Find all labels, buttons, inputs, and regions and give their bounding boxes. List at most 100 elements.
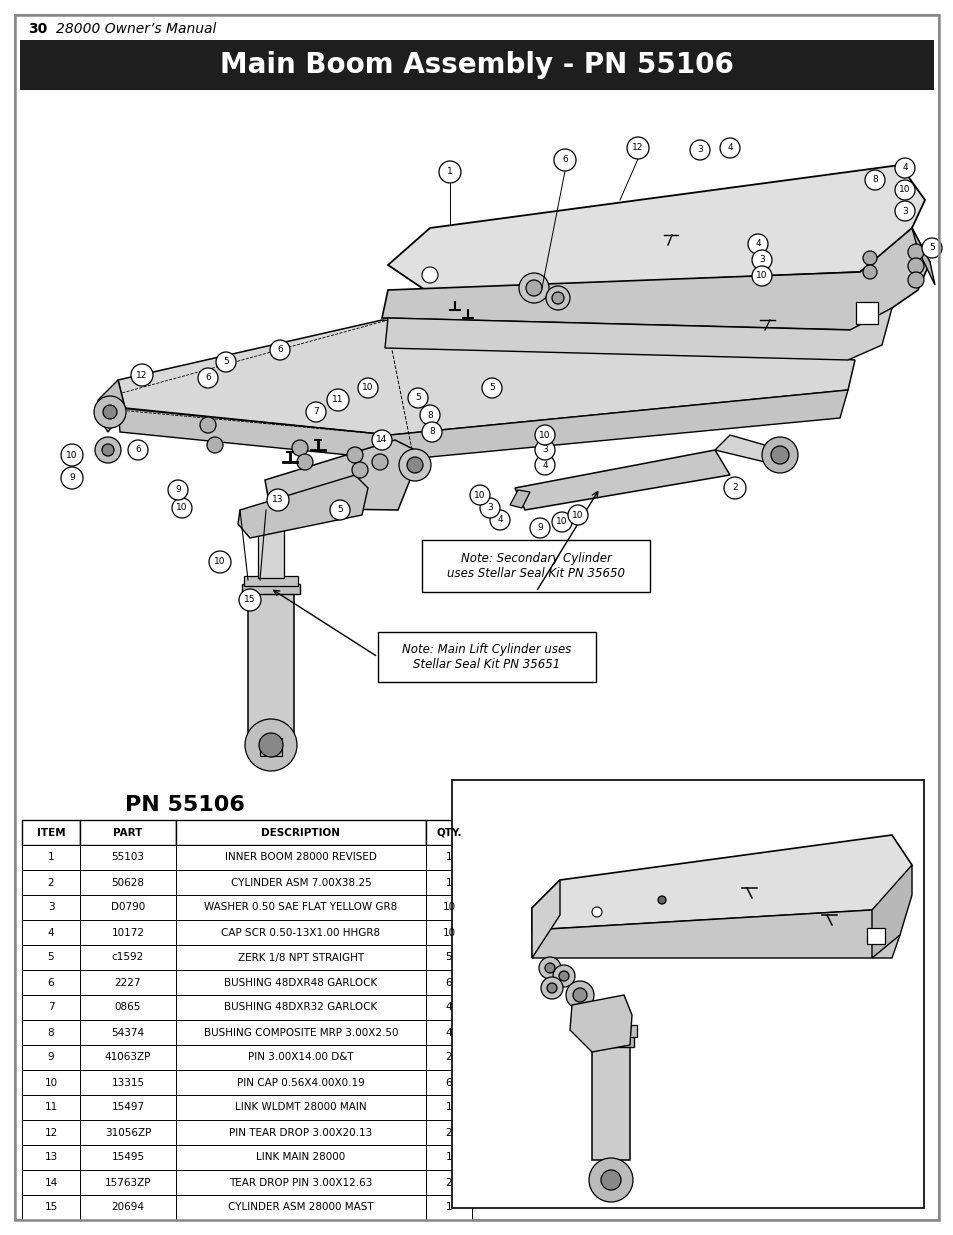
Circle shape bbox=[207, 437, 223, 453]
Circle shape bbox=[198, 368, 218, 388]
Circle shape bbox=[372, 430, 392, 450]
Bar bbox=[22, 945, 80, 969]
Text: 41063ZP: 41063ZP bbox=[105, 1052, 151, 1062]
Circle shape bbox=[94, 396, 126, 429]
Text: 10: 10 bbox=[572, 510, 583, 520]
Bar bbox=[80, 1170, 175, 1195]
Bar bbox=[80, 820, 175, 845]
Circle shape bbox=[747, 233, 767, 254]
Text: INNER BOOM 28000 REVISED: INNER BOOM 28000 REVISED bbox=[225, 852, 376, 862]
Text: ITEM: ITEM bbox=[36, 827, 65, 837]
Text: 2: 2 bbox=[445, 1128, 452, 1137]
Text: 55103: 55103 bbox=[112, 852, 144, 862]
Bar bbox=[22, 895, 80, 920]
Circle shape bbox=[200, 417, 215, 433]
Text: 13315: 13315 bbox=[112, 1077, 145, 1088]
Text: 5: 5 bbox=[928, 243, 934, 252]
Bar bbox=[587, 1035, 634, 1047]
Polygon shape bbox=[381, 228, 929, 330]
Polygon shape bbox=[532, 881, 559, 958]
Circle shape bbox=[546, 983, 557, 993]
Bar bbox=[248, 588, 294, 739]
Circle shape bbox=[518, 273, 548, 303]
Bar bbox=[244, 576, 297, 585]
Bar bbox=[242, 584, 299, 594]
Circle shape bbox=[907, 272, 923, 288]
Polygon shape bbox=[532, 910, 899, 958]
Bar bbox=[426, 845, 472, 869]
Polygon shape bbox=[118, 390, 847, 459]
Text: 5: 5 bbox=[445, 952, 452, 962]
Bar bbox=[175, 1120, 426, 1145]
Bar bbox=[80, 1045, 175, 1070]
Text: 12: 12 bbox=[632, 143, 643, 152]
Text: 4: 4 bbox=[726, 143, 732, 152]
Text: 9: 9 bbox=[48, 1052, 54, 1062]
Circle shape bbox=[552, 291, 563, 304]
Bar bbox=[175, 869, 426, 895]
Bar bbox=[80, 1095, 175, 1120]
Circle shape bbox=[567, 505, 587, 525]
Circle shape bbox=[438, 161, 460, 183]
Bar bbox=[426, 1045, 472, 1070]
Text: Note: Secondary Cylinder
uses Stellar Seal Kit PN 35650: Note: Secondary Cylinder uses Stellar Se… bbox=[447, 552, 624, 580]
Text: 14: 14 bbox=[375, 436, 387, 445]
Bar bbox=[80, 1020, 175, 1045]
Bar bbox=[175, 1195, 426, 1220]
Bar bbox=[426, 945, 472, 969]
Text: 3: 3 bbox=[541, 446, 547, 454]
Circle shape bbox=[270, 340, 290, 359]
Circle shape bbox=[540, 977, 562, 999]
Circle shape bbox=[535, 425, 555, 445]
Circle shape bbox=[545, 287, 569, 310]
Text: BUSHING COMPOSITE MRP 3.00X2.50: BUSHING COMPOSITE MRP 3.00X2.50 bbox=[204, 1028, 397, 1037]
Circle shape bbox=[352, 462, 368, 478]
Text: 2: 2 bbox=[445, 1177, 452, 1188]
Circle shape bbox=[751, 249, 771, 270]
Text: 54374: 54374 bbox=[112, 1028, 145, 1037]
Circle shape bbox=[921, 238, 941, 258]
Polygon shape bbox=[911, 228, 934, 285]
Bar bbox=[421, 540, 649, 592]
Bar bbox=[175, 1145, 426, 1170]
Text: 8: 8 bbox=[871, 175, 877, 184]
Circle shape bbox=[573, 988, 586, 1002]
Bar bbox=[20, 40, 933, 90]
Circle shape bbox=[720, 138, 740, 158]
Text: 15763ZP: 15763ZP bbox=[105, 1177, 152, 1188]
Bar bbox=[80, 920, 175, 945]
Bar bbox=[22, 845, 80, 869]
Text: 20694: 20694 bbox=[112, 1203, 144, 1213]
Circle shape bbox=[689, 140, 709, 161]
Circle shape bbox=[215, 352, 235, 372]
Text: 10: 10 bbox=[442, 903, 456, 913]
Text: 9: 9 bbox=[175, 485, 181, 494]
Polygon shape bbox=[265, 440, 415, 510]
Bar bbox=[22, 1020, 80, 1045]
Bar bbox=[866, 927, 884, 944]
Bar bbox=[426, 1070, 472, 1095]
Circle shape bbox=[553, 965, 575, 987]
Circle shape bbox=[128, 440, 148, 459]
Text: 0865: 0865 bbox=[114, 1003, 141, 1013]
Text: 10: 10 bbox=[442, 927, 456, 937]
Circle shape bbox=[258, 734, 283, 757]
Text: 1: 1 bbox=[48, 852, 54, 862]
Text: PART: PART bbox=[113, 827, 143, 837]
Text: 4: 4 bbox=[48, 927, 54, 937]
Text: 5: 5 bbox=[336, 505, 342, 515]
Text: QTY.: QTY. bbox=[436, 827, 461, 837]
Text: 10: 10 bbox=[538, 431, 550, 440]
Bar bbox=[260, 739, 282, 756]
Circle shape bbox=[907, 245, 923, 261]
Bar bbox=[592, 1045, 629, 1160]
Circle shape bbox=[292, 440, 308, 456]
Bar bbox=[80, 1145, 175, 1170]
Circle shape bbox=[723, 477, 745, 499]
Text: 9: 9 bbox=[69, 473, 74, 483]
Text: 1: 1 bbox=[445, 1103, 452, 1113]
Text: 10: 10 bbox=[176, 504, 188, 513]
Text: 4: 4 bbox=[755, 240, 760, 248]
Bar bbox=[452, 781, 923, 1208]
Bar bbox=[22, 1120, 80, 1145]
